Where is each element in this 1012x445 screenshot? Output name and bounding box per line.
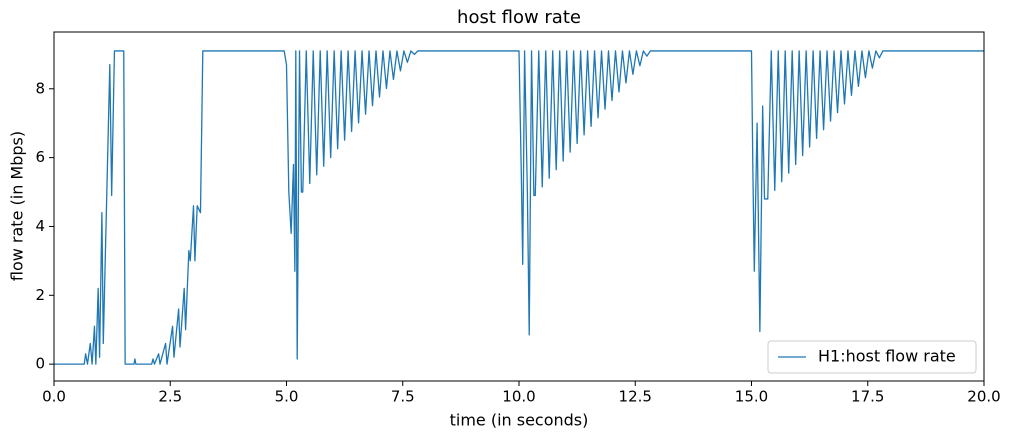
plot-frame: [53, 31, 985, 382]
x-tick-label: 10.0: [502, 388, 535, 406]
x-tick-label: 12.5: [619, 388, 652, 406]
legend-label: H1:host flow rate: [818, 347, 956, 366]
x-tick-label: 15.0: [735, 388, 768, 406]
x-tick-label: 0.0: [42, 388, 66, 406]
chart-title: host flow rate: [457, 7, 581, 28]
legend-box: [767, 340, 977, 374]
data-line: [54, 50, 984, 365]
y-tick-label: 4: [35, 217, 45, 235]
x-tick-label: 17.5: [851, 388, 884, 406]
x-tick-label: 20.0: [967, 388, 1000, 406]
y-axis-label: flow rate (in Mbps): [8, 131, 27, 281]
x-tick-label: 7.5: [391, 388, 415, 406]
y-tick-label: 2: [35, 286, 45, 304]
y-tick-label: 8: [35, 79, 45, 97]
x-tick-label: 2.5: [158, 388, 182, 406]
y-tick-label: 6: [35, 148, 45, 166]
y-tick-label: 0: [35, 355, 45, 373]
x-tick-label: 5.0: [275, 388, 299, 406]
x-axis-label: time (in seconds): [450, 411, 589, 430]
